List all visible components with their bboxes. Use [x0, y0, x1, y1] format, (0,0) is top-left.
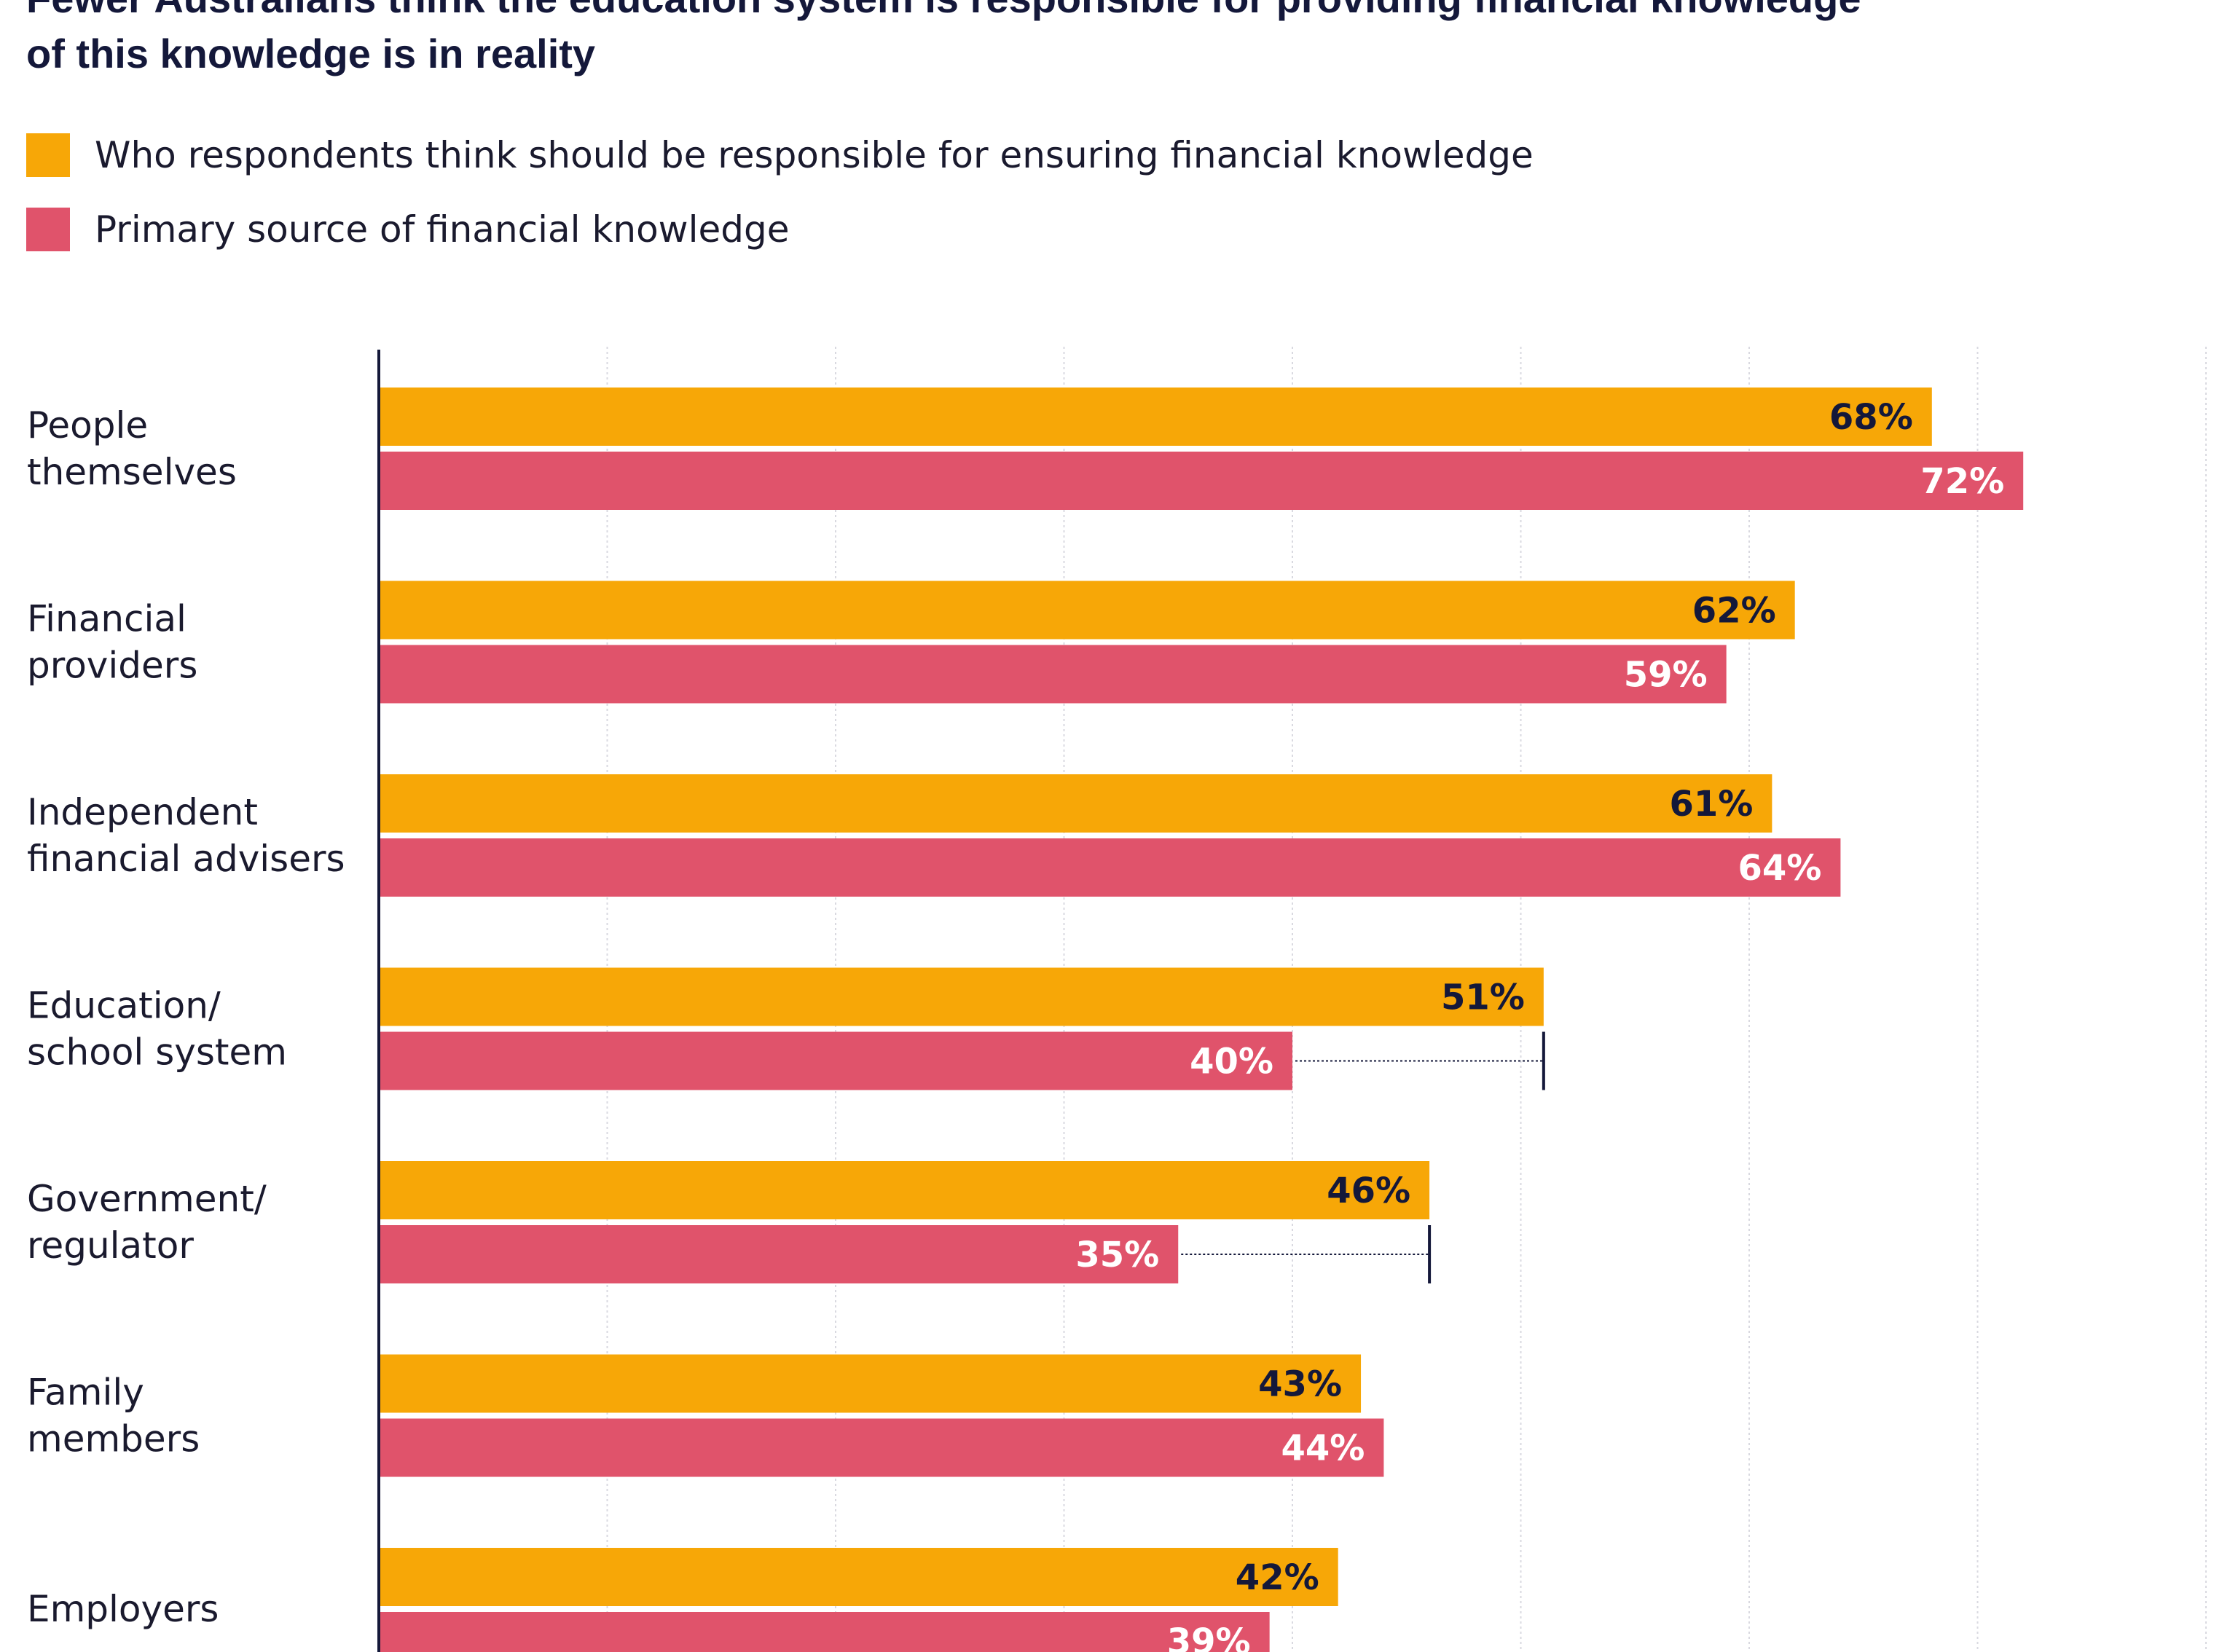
category-label-line: Government/ [27, 1178, 267, 1220]
legend-label-source: Primary source of financial knowledge [95, 208, 790, 251]
data-label: 46% [1327, 1171, 1410, 1211]
legend-swatch-source [26, 208, 70, 251]
bar-responsible [379, 1548, 1338, 1606]
category-label-line: People [27, 404, 148, 447]
data-label: 39% [1167, 1621, 1251, 1652]
category-label: Employers [27, 1588, 219, 1630]
chart-title: Fewer Australians think the education sy… [26, 0, 2197, 82]
chart-title-line-2: of this knowledge is in reality [26, 31, 596, 76]
bar-responsible [379, 967, 1544, 1026]
legend-label-responsible: Who respondents think should be responsi… [95, 134, 1534, 176]
bar-source [379, 452, 2024, 510]
category-label-line: regulator [27, 1224, 194, 1267]
bar-source [379, 1225, 1179, 1283]
data-label: 43% [1258, 1364, 1342, 1405]
category-label-line: financial advisers [27, 838, 345, 880]
category-label: Government/regulator [27, 1178, 267, 1267]
data-label: 64% [1738, 848, 1822, 889]
category-label: Family members [27, 1372, 200, 1460]
chart-title-line-1: Fewer Australians think the education sy… [26, 0, 2197, 26]
bar-source [379, 1418, 1384, 1477]
data-label: 35% [1075, 1235, 1159, 1275]
data-label: 59% [1624, 655, 1708, 696]
data-label: 40% [1190, 1042, 1273, 1082]
bar-source [379, 838, 1841, 897]
category-label-line: Financial [27, 598, 187, 640]
data-label: 42% [1236, 1557, 1319, 1598]
category-label-line: members [27, 1418, 200, 1460]
category-label-line: Education/ [27, 985, 221, 1027]
category-label-line: school system [27, 1031, 287, 1074]
bar-responsible [379, 1161, 1430, 1219]
category-label: People themselves [27, 404, 237, 493]
bar-responsible [379, 774, 1773, 833]
bar-responsible [379, 581, 1795, 640]
data-label: 44% [1281, 1428, 1365, 1469]
category-label: Education/school system [27, 985, 287, 1074]
category-label: Financial providers [27, 598, 197, 687]
data-label: 68% [1829, 397, 1913, 438]
data-label: 72% [1920, 461, 2004, 502]
category-label-line: providers [27, 645, 197, 687]
data-label: 51% [1441, 978, 1525, 1018]
category-label: Independent financial advisers [27, 791, 345, 880]
bar-responsible [379, 1354, 1362, 1413]
category-label-line: Employers [27, 1588, 219, 1630]
bar-responsible [379, 388, 1932, 446]
data-label: 62% [1692, 591, 1776, 632]
category-label-line: Independent [27, 791, 258, 833]
bar-source [379, 645, 1727, 704]
category-label-line: Family [27, 1372, 144, 1414]
data-label: 61% [1669, 784, 1753, 825]
legend-swatch-responsible [26, 133, 70, 177]
category-label-line: themselves [27, 451, 237, 493]
bar-source [379, 1031, 1292, 1090]
bar-source [379, 1612, 1270, 1652]
